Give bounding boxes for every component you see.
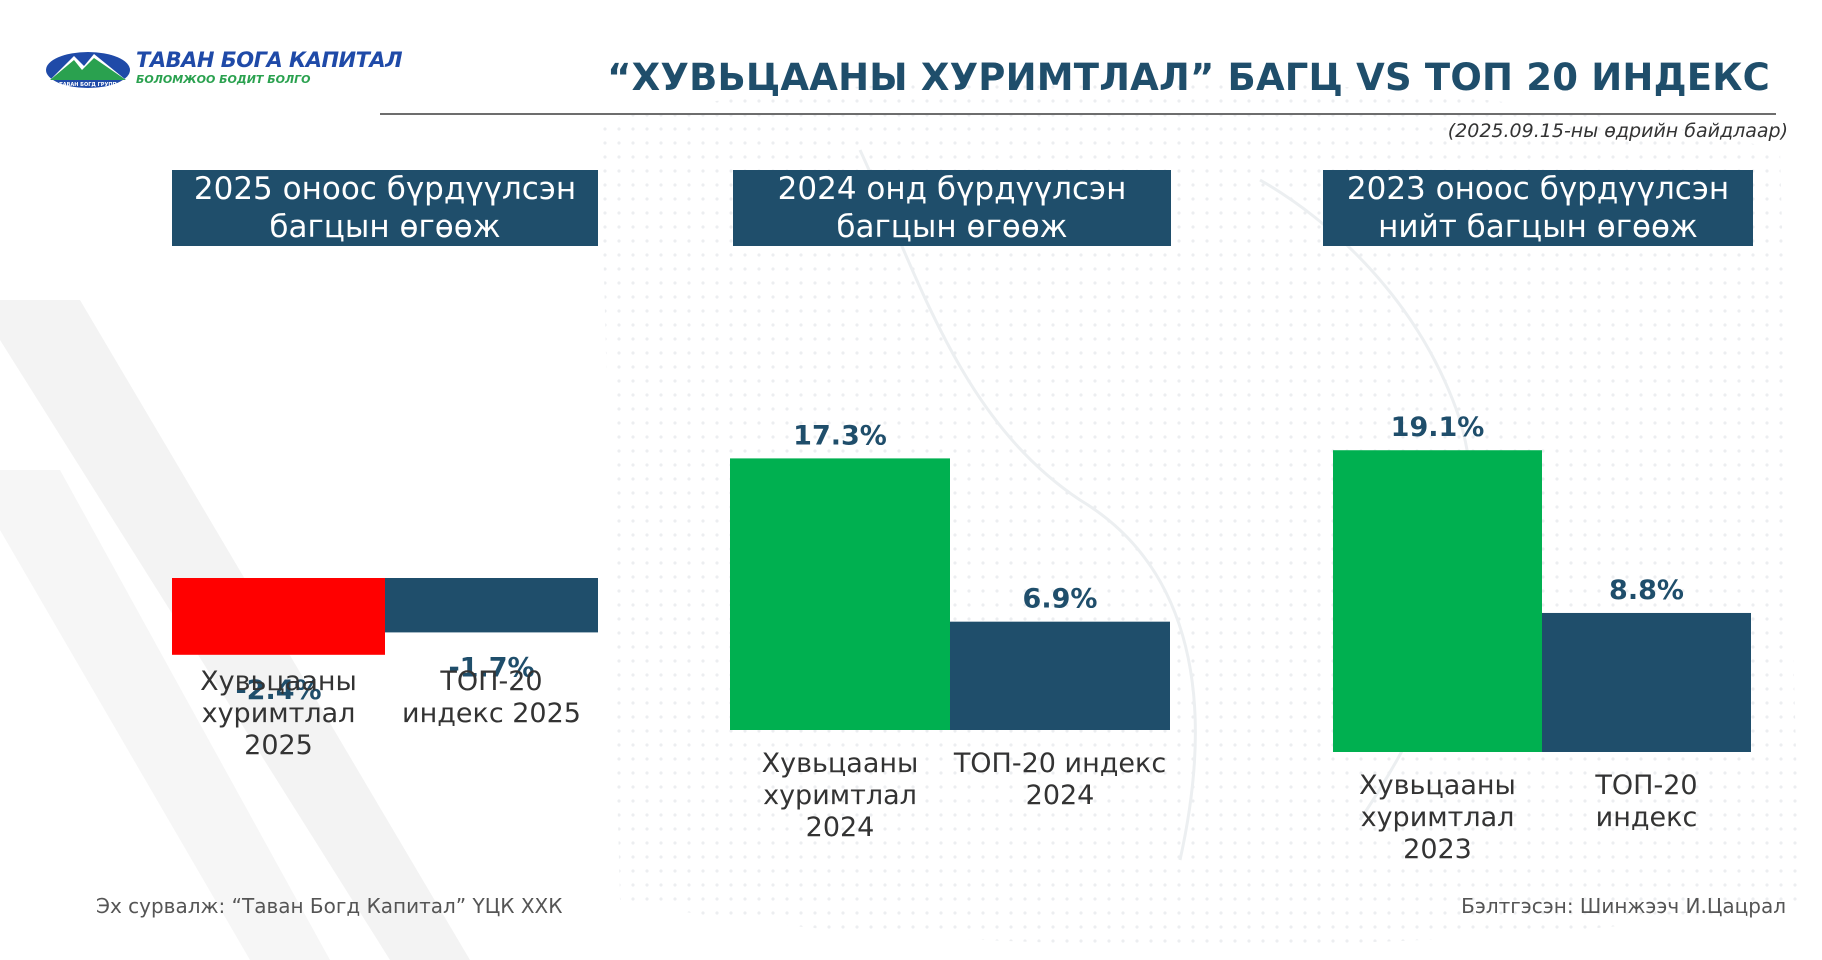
panel-title-2023: 2023 оноос бүрдүүлсэн нийт багцын өгөөж (1323, 170, 1753, 246)
panel-title-2024: 2024 онд бүрдүүлсэн багцын өгөөж (733, 170, 1171, 246)
category-label-0-0: Хувьцааны хуримтлал 2025 (200, 666, 357, 761)
logo-brand-text: ТАВАН БОГА КАПИТАЛ (136, 48, 403, 72)
company-logo: ТАВАН БОГД ГРУПП ТАВАН БОГА КАПИТАЛ БОЛО… (44, 46, 403, 96)
chart-panel-1: 17.3% Хувьцааны хуримтлал 2024 6.9% ТОП-20 ин… (730, 420, 1170, 843)
data-label-2-1: 8.8% (1609, 575, 1684, 606)
data-label-0-0: -2.4% (235, 675, 321, 706)
data-label-1-1: 6.9% (1023, 584, 1098, 615)
source-note: Эх сурвалж: “Таван Богд Капитал” ҮЦК ХХК (96, 894, 563, 918)
logo-badge: ТАВАН БОГД ГРУПП (59, 82, 116, 88)
panel-title-2025: 2025 оноос бүрдүүлсэн багцын өгөөж (172, 170, 598, 246)
mountain-logo-icon: ТАВАН БОГД ГРУПП (46, 52, 130, 88)
data-label-0-1: -1.7% (448, 652, 534, 683)
page-title: “ХУВЬЦААНЫ ХУРИМТЛАЛ” БАГЦ VS ТОП 20 ИНД… (607, 56, 1770, 99)
chart-panel-0: -2.4%Хувьцааны хуримтлал 2025 -1.7%ТОП-20 ин… (172, 578, 598, 761)
category-label-2-0: Хувьцааны хуримтлал 2023 (1359, 770, 1516, 865)
bar-0-0 (172, 578, 385, 655)
category-label-0-1: ТОП-20 индекс 2025 (402, 666, 581, 729)
category-label-1-0: Хувьцааны хуримтлал 2024 (762, 748, 919, 843)
data-label-2-0: 19.1% (1391, 412, 1485, 443)
prepared-by-note: Бэлтгэсэн: Шинжээч И.Цацрал (1461, 894, 1786, 918)
logo-tagline: БОЛОМЖОО БОДИТ БОЛГО (136, 73, 311, 86)
bar-2-1 (1542, 612, 1751, 752)
bar-0-1 (385, 578, 598, 633)
title-divider (380, 113, 1776, 115)
as-of-date: (2025.09.15-ны өдрийн байдлаар) (1447, 120, 1788, 142)
category-label-1-1: ТОП-20 индекс 2024 (953, 748, 1166, 811)
category-label-2-1: ТОП-20 индекс (1594, 770, 1697, 833)
bar-2-0 (1333, 450, 1542, 752)
bar-1-1 (950, 621, 1170, 730)
bar-1-0 (730, 458, 950, 730)
data-label-1-0: 17.3% (793, 420, 887, 451)
chart-panel-2: 19.1% Хувьцааны хуримтлал 2023 8.8% ТОП-20 инд… (1333, 412, 1751, 865)
